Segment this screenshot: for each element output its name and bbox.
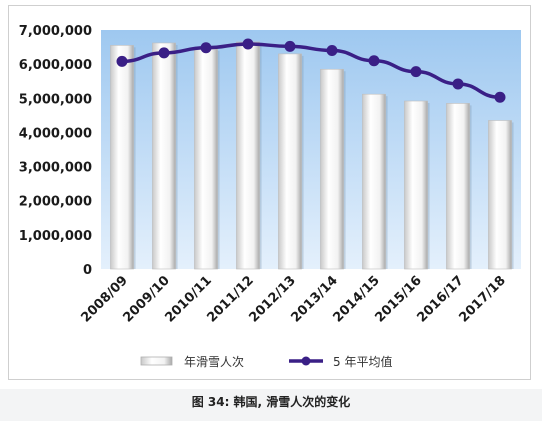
figure-caption: 图 34: 韩国, 滑雪人次的变化 bbox=[191, 395, 351, 409]
legend-bar-label: 年滑雪人次 bbox=[184, 355, 244, 369]
line-point bbox=[452, 78, 464, 90]
bar bbox=[320, 68, 344, 270]
bar bbox=[110, 45, 134, 270]
line-point bbox=[116, 55, 128, 67]
line-point bbox=[494, 91, 506, 103]
y-tick-label: 2,000,000 bbox=[19, 195, 92, 210]
bar bbox=[488, 120, 512, 270]
bar bbox=[236, 41, 260, 270]
y-axis: 0 1,000,000 2,000,000 3,000,000 4,000,000 5,0… bbox=[19, 24, 92, 278]
line-path bbox=[121, 42, 501, 100]
line-point bbox=[284, 40, 296, 52]
bar bbox=[278, 53, 302, 270]
legend-bar-swatch bbox=[140, 356, 173, 366]
line-point bbox=[368, 55, 380, 67]
y-tick-label: 0 bbox=[83, 263, 92, 278]
caption-band bbox=[0, 389, 542, 421]
y-tick-label: 4,000,000 bbox=[19, 126, 92, 141]
x-axis: 2008/092009/102010/112011/122012/132013/… bbox=[78, 273, 508, 325]
legend: 年滑雪人次 5 年平均值 bbox=[140, 354, 392, 369]
bar bbox=[404, 100, 428, 270]
legend-line-marker bbox=[301, 356, 311, 366]
y-tick-label: 7,000,000 bbox=[19, 24, 92, 39]
y-tick-label: 6,000,000 bbox=[19, 58, 92, 73]
x-tick-label: 2017/18 bbox=[456, 273, 508, 325]
line-series bbox=[116, 38, 506, 103]
bar bbox=[362, 93, 386, 270]
line-point bbox=[242, 38, 254, 50]
bar-series bbox=[110, 41, 514, 270]
y-tick-label: 5,000,000 bbox=[19, 92, 92, 107]
legend-line-label: 5 年平均值 bbox=[333, 354, 392, 369]
bar bbox=[446, 103, 470, 270]
line-point bbox=[410, 66, 422, 78]
line-point bbox=[158, 47, 170, 59]
line-point bbox=[200, 42, 212, 54]
line-point bbox=[326, 44, 338, 56]
bar bbox=[152, 42, 176, 270]
y-tick-label: 1,000,000 bbox=[19, 229, 92, 244]
bar bbox=[194, 48, 218, 270]
y-tick-label: 3,000,000 bbox=[19, 161, 92, 176]
